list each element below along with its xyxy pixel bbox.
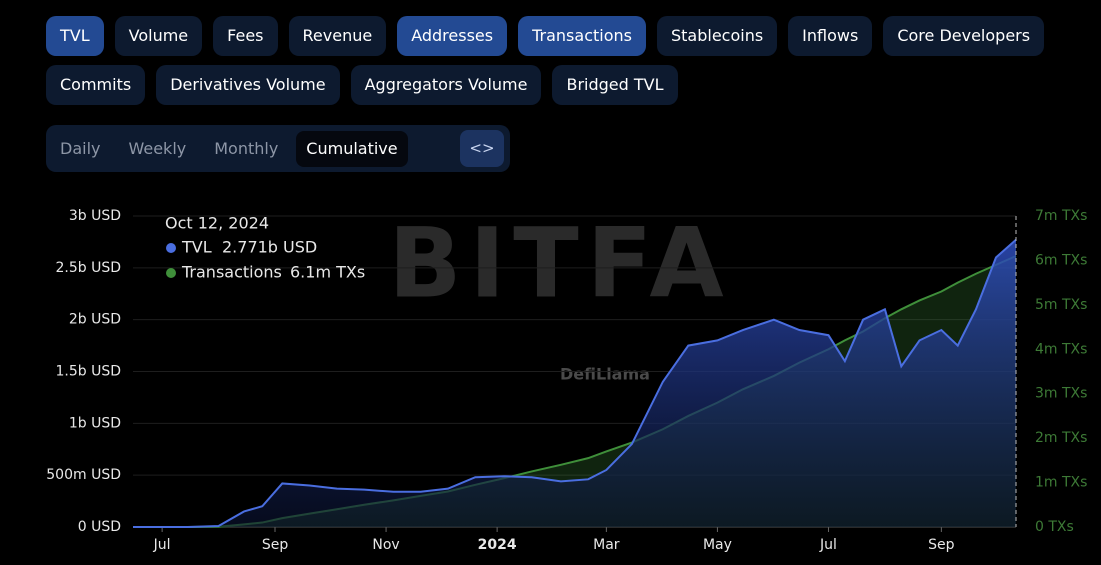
metric-button[interactable]: Core Developers: [883, 16, 1045, 56]
metric-button[interactable]: Volume: [114, 16, 203, 56]
y2-tick-label: 1m TXs: [1035, 475, 1087, 491]
metric-row: TVL Volume Fees Revenue Addresses Transaction…: [46, 16, 1045, 56]
x-tick-label: Sep: [928, 537, 955, 553]
x-tick-label: Sep: [262, 537, 289, 553]
y-tick-label: 3b USD: [69, 208, 121, 224]
embed-button[interactable]: <>: [460, 130, 504, 167]
legend-label: Transactions: [181, 263, 282, 282]
legend-dot: [166, 268, 176, 278]
period-button[interactable]: Daily: [60, 138, 101, 158]
period-toggle: Daily Weekly Monthly Cumulative <>: [46, 125, 510, 172]
watermark: DefiLlama: [560, 365, 650, 384]
area-fill: [133, 239, 1016, 527]
y2-tick-label: 3m TXs: [1035, 386, 1087, 402]
y2-tick-label: 6m TXs: [1035, 252, 1087, 268]
period-button[interactable]: Cumulative: [296, 130, 408, 167]
x-tick-label: Nov: [372, 537, 399, 553]
metric-button[interactable]: Derivatives Volume: [156, 65, 340, 105]
y-tick-label: 2.5b USD: [55, 260, 121, 276]
metric-button[interactable]: Transactions: [518, 16, 646, 56]
y-tick-label: 1.5b USD: [55, 364, 121, 380]
y2-tick-label: 2m TXs: [1035, 430, 1087, 446]
period-button[interactable]: Monthly: [214, 138, 279, 158]
y2-tick-label: 4m TXs: [1035, 341, 1087, 357]
metric-button[interactable]: Stablecoins: [656, 16, 778, 56]
legend-dot: [166, 243, 176, 253]
watermark: BITFA: [388, 207, 731, 319]
x-tick-label: Jul: [819, 537, 837, 553]
y-tick-label: 0 USD: [78, 519, 121, 535]
legend-label: TVL: [181, 238, 212, 257]
y-tick-label: 1b USD: [69, 415, 121, 431]
y2-tick-label: 7m TXs: [1035, 208, 1087, 224]
metric-button[interactable]: Addresses: [397, 16, 508, 56]
y-tick-label: 2b USD: [69, 312, 121, 328]
metric-button[interactable]: Revenue: [288, 16, 387, 56]
y2-tick-label: 0 TXs: [1035, 519, 1074, 535]
series-line: [133, 238, 1017, 528]
y-tick-label: 500m USD: [46, 467, 121, 483]
metric-button[interactable]: Fees: [213, 16, 278, 56]
x-tick-label: Mar: [593, 537, 620, 553]
metric-button[interactable]: TVL: [46, 16, 104, 56]
tooltip-value: 6.1m TXs: [290, 263, 365, 282]
metric-button[interactable]: Bridged TVL: [552, 65, 678, 105]
period-button[interactable]: Weekly: [128, 138, 187, 158]
x-tick-label: Jul: [153, 537, 171, 553]
x-tick-label: May: [703, 537, 732, 553]
metric-button[interactable]: Aggregators Volume: [350, 65, 542, 105]
metric-button[interactable]: Inflows: [788, 16, 873, 56]
x-tick-label: 2024: [478, 537, 517, 553]
tooltip-value: 2.771b USD: [222, 238, 317, 257]
metric-row: Commits Derivatives Volume Aggregators Vol…: [46, 65, 678, 105]
tooltip-date: Oct 12, 2024: [165, 214, 269, 233]
y2-tick-label: 5m TXs: [1035, 297, 1087, 313]
metric-button[interactable]: Commits: [46, 65, 146, 105]
